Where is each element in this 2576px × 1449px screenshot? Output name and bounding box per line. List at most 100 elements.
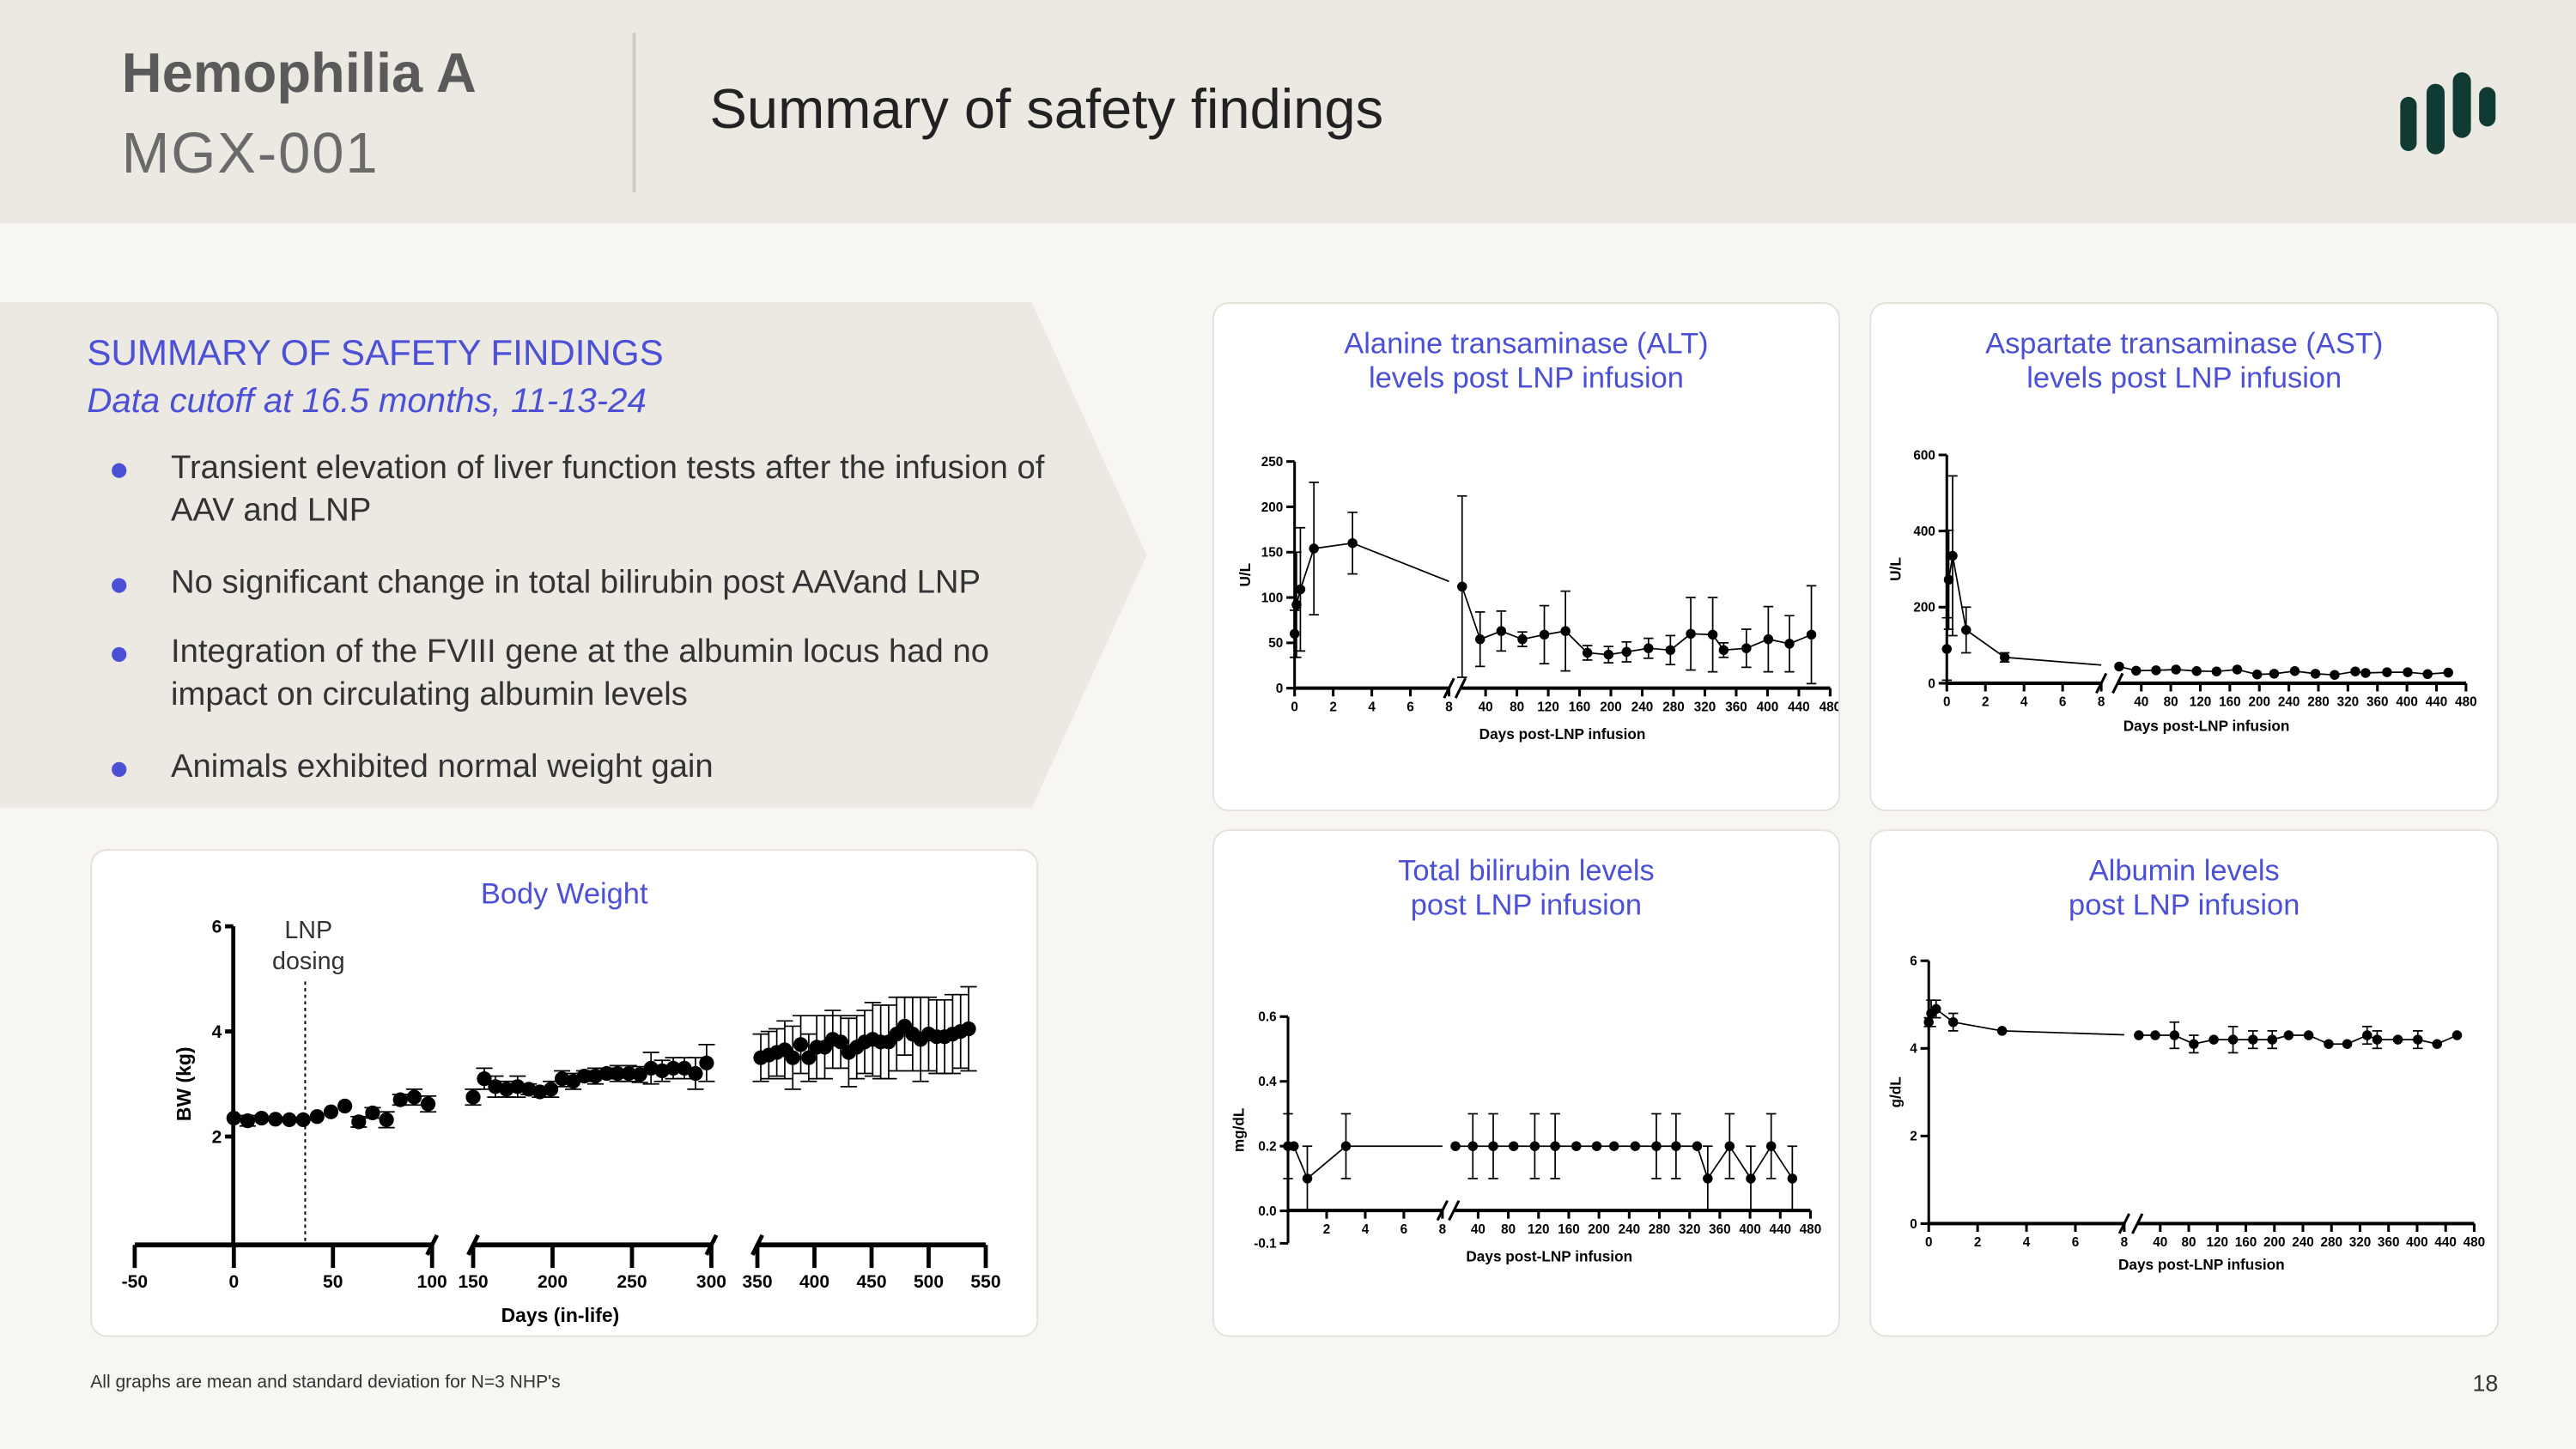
x-tick-label: 480 xyxy=(2455,695,2477,710)
x-tick-label: 200 xyxy=(2248,695,2270,710)
data-point xyxy=(2114,662,2123,671)
bullet-item: No significant change in total bilirubin… xyxy=(112,561,1065,604)
data-point xyxy=(1741,643,1751,652)
x-tick-label: 8 xyxy=(1439,1222,1447,1237)
data-point xyxy=(1931,1004,1941,1014)
x-tick-label: 0 xyxy=(1925,1235,1933,1250)
x-tick-label: 320 xyxy=(2349,1235,2372,1250)
x-tick-label: 400 xyxy=(1757,700,1779,714)
x-tick-label: 160 xyxy=(2219,695,2241,710)
data-point xyxy=(2393,1034,2403,1044)
x-axis-label: Days post-LNP infusion xyxy=(1466,1247,1632,1264)
series-line xyxy=(1708,1146,1730,1179)
y-tick-label: 150 xyxy=(1261,546,1284,561)
x-tick-label: 400 xyxy=(799,1272,829,1292)
y-tick-label: 100 xyxy=(1261,591,1284,605)
data-point xyxy=(1686,629,1695,639)
data-point xyxy=(1725,1141,1735,1150)
data-point xyxy=(2151,665,2160,675)
annotation-text: LNP xyxy=(284,917,332,944)
x-tick-label: 120 xyxy=(2190,695,2212,710)
data-point xyxy=(268,1112,283,1126)
data-point xyxy=(1948,1017,1958,1027)
data-point xyxy=(2252,670,2262,679)
data-point xyxy=(2382,667,2391,676)
data-point xyxy=(1450,1141,1460,1150)
data-point xyxy=(1703,1173,1712,1183)
data-point xyxy=(1651,1141,1661,1150)
x-tick-label: 440 xyxy=(1770,1222,1792,1237)
data-point xyxy=(296,1113,311,1127)
data-point xyxy=(1671,1141,1680,1150)
data-point xyxy=(2422,670,2432,679)
data-point xyxy=(1475,634,1485,644)
data-point xyxy=(1784,639,1794,648)
data-point xyxy=(1289,1141,1298,1150)
x-tick-label: 350 xyxy=(742,1272,772,1292)
x-tick-label: 80 xyxy=(2164,695,2178,710)
data-point xyxy=(699,1056,714,1070)
data-point xyxy=(1764,634,1773,644)
x-tick-label: 480 xyxy=(1800,1222,1822,1237)
x-tick-label: 2 xyxy=(1323,1222,1331,1237)
series-line xyxy=(1771,1146,1793,1179)
x-tick-label: 120 xyxy=(1528,1222,1550,1237)
data-point xyxy=(2443,668,2452,677)
data-point xyxy=(1457,582,1467,591)
x-tick-label: 2 xyxy=(1974,1235,1982,1250)
x-tick-label: 4 xyxy=(1368,700,1376,714)
series-line xyxy=(1300,549,1314,590)
x-tick-label: 80 xyxy=(1501,1222,1516,1237)
x-tick-label: 6 xyxy=(1400,1222,1408,1237)
data-point xyxy=(1571,1141,1581,1150)
series-line xyxy=(1729,1146,1751,1179)
y-tick-label: 0.0 xyxy=(1258,1204,1276,1219)
data-point xyxy=(544,1082,558,1096)
data-point xyxy=(1468,1141,1478,1150)
data-point xyxy=(2150,1030,2160,1040)
y-tick-label: 0.4 xyxy=(1258,1075,1277,1089)
bullet-item: Animals exhibited normal weight gain xyxy=(112,746,1065,789)
x-tick-label: 400 xyxy=(2406,1235,2428,1250)
y-tick-label: 4 xyxy=(212,1022,222,1042)
bullet-item: Transient elevation of liver function te… xyxy=(112,446,1065,531)
series-line xyxy=(1953,1022,2002,1031)
x-tick-label: 80 xyxy=(1510,700,1524,714)
program-code: MGX-001 xyxy=(122,122,380,188)
x-tick-label: 240 xyxy=(2292,1235,2314,1250)
y-tick-label: 400 xyxy=(1913,524,1935,539)
series-line xyxy=(2002,1031,2124,1035)
y-tick-label: 6 xyxy=(1910,955,1917,969)
data-point xyxy=(282,1113,296,1127)
data-point xyxy=(1517,634,1527,644)
x-tick-label: 40 xyxy=(2134,695,2148,710)
bullet-icon xyxy=(112,464,126,478)
y-axis-label: g/dL xyxy=(1887,1076,1905,1107)
x-tick-label: 280 xyxy=(2307,695,2330,710)
data-point xyxy=(2191,666,2201,676)
footnote: All graphs are mean and standard deviati… xyxy=(90,1373,560,1393)
summary-subheading: Data cutoff at 16.5 months, 11-13-24 xyxy=(87,383,646,422)
x-tick-label: 8 xyxy=(2121,1235,2129,1250)
x-tick-label: 200 xyxy=(1588,1222,1610,1237)
x-axis-label: Days post-LNP infusion xyxy=(2123,717,2290,734)
y-tick-label: 6 xyxy=(212,917,222,937)
x-axis-label: Days post-LNP infusion xyxy=(2118,1256,2285,1273)
x-tick-label: 4 xyxy=(1362,1222,1370,1237)
data-point xyxy=(1604,650,1613,659)
data-point xyxy=(2360,668,2370,677)
data-point xyxy=(1766,1141,1776,1150)
x-tick-label: 8 xyxy=(1445,700,1453,714)
y-tick-label: 0.2 xyxy=(1258,1140,1276,1155)
bullet-icon xyxy=(112,647,126,662)
data-point xyxy=(2228,1034,2238,1044)
data-point xyxy=(2189,1039,2198,1048)
x-tick-label: 100 xyxy=(417,1272,447,1292)
data-point xyxy=(1303,1173,1312,1183)
y-axis-label: U/L xyxy=(1887,557,1905,581)
x-tick-label: 0 xyxy=(228,1272,239,1292)
page-title: Summary of safety findings xyxy=(710,79,1384,143)
y-tick-label: 2 xyxy=(1910,1130,1917,1144)
